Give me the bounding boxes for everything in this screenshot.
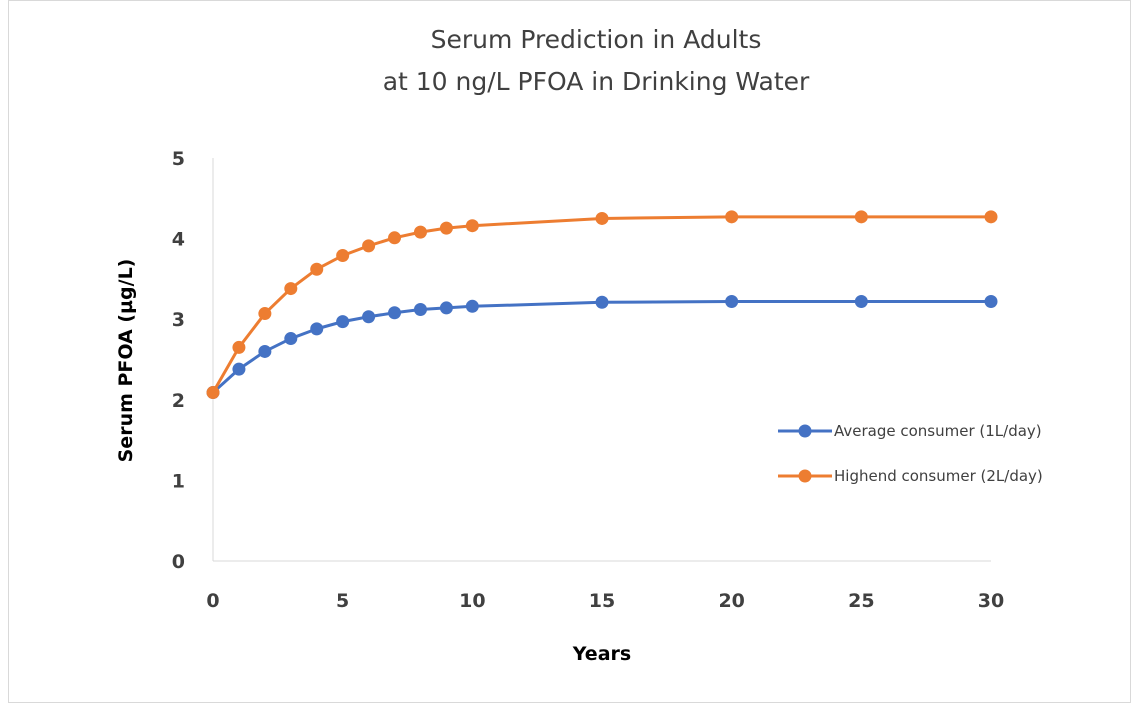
chart-title: Serum Prediction in Adults at 10 ng/L PF… xyxy=(383,25,810,96)
data-point xyxy=(439,221,453,235)
legend-marker xyxy=(798,469,812,483)
x-tick-label: 5 xyxy=(336,590,349,612)
data-point xyxy=(854,294,868,308)
series-layer xyxy=(206,210,998,400)
x-tick-label: 30 xyxy=(978,590,1004,612)
legend-marker xyxy=(798,424,812,438)
data-point xyxy=(388,306,402,320)
y-tick-label: 4 xyxy=(172,229,185,251)
series-line xyxy=(211,299,993,395)
data-point xyxy=(362,239,376,253)
data-point xyxy=(854,210,868,224)
series-0 xyxy=(206,294,998,400)
data-point xyxy=(206,386,220,400)
data-point xyxy=(258,307,272,321)
y-tick-label: 3 xyxy=(172,309,185,331)
data-point xyxy=(310,322,324,336)
legend: Average consumer (1L/day) Highend consume… xyxy=(778,422,1043,485)
data-point xyxy=(595,295,609,309)
data-point xyxy=(439,301,453,315)
data-point xyxy=(984,294,998,308)
x-axis-ticks: 0 5 10 15 20 25 30 xyxy=(206,590,1004,612)
series-1 xyxy=(206,210,998,400)
y-tick-label: 1 xyxy=(172,470,185,492)
data-point xyxy=(413,303,427,317)
x-tick-label: 20 xyxy=(718,590,744,612)
data-point xyxy=(362,310,376,324)
x-tick-label: 10 xyxy=(459,590,485,612)
data-point xyxy=(232,340,246,354)
data-point xyxy=(284,332,298,346)
data-point xyxy=(232,362,246,376)
data-point xyxy=(984,210,998,224)
data-point xyxy=(725,294,739,308)
legend-item: Highend consumer (2L/day) xyxy=(778,467,1043,485)
legend-label: Average consumer (1L/day) xyxy=(834,422,1042,440)
data-point xyxy=(413,225,427,239)
y-tick-label: 0 xyxy=(172,551,185,573)
data-point xyxy=(336,249,350,263)
x-tick-label: 0 xyxy=(206,590,219,612)
data-point xyxy=(465,219,479,233)
y-tick-label: 5 xyxy=(172,148,185,170)
chart-frame xyxy=(8,0,1131,703)
y-axis-title: Serum PFOA (µg/L) xyxy=(115,259,137,463)
x-axis-title: Years xyxy=(572,643,631,665)
legend-label: Highend consumer (2L/day) xyxy=(834,467,1043,485)
data-point xyxy=(284,282,298,296)
data-point xyxy=(595,211,609,225)
y-axis-ticks: 0 1 2 3 4 5 xyxy=(172,148,185,573)
data-point xyxy=(336,315,350,329)
legend-item: Average consumer (1L/day) xyxy=(778,422,1042,440)
data-point xyxy=(388,231,402,245)
data-point xyxy=(725,210,739,224)
x-tick-label: 25 xyxy=(848,590,874,612)
data-point xyxy=(258,344,272,358)
data-point xyxy=(465,299,479,313)
y-tick-label: 2 xyxy=(172,390,185,412)
data-point xyxy=(310,262,324,276)
chart-title-line-1: Serum Prediction in Adults xyxy=(431,25,762,54)
x-tick-label: 15 xyxy=(589,590,615,612)
chart-title-line-2: at 10 ng/L PFOA in Drinking Water xyxy=(383,67,810,96)
